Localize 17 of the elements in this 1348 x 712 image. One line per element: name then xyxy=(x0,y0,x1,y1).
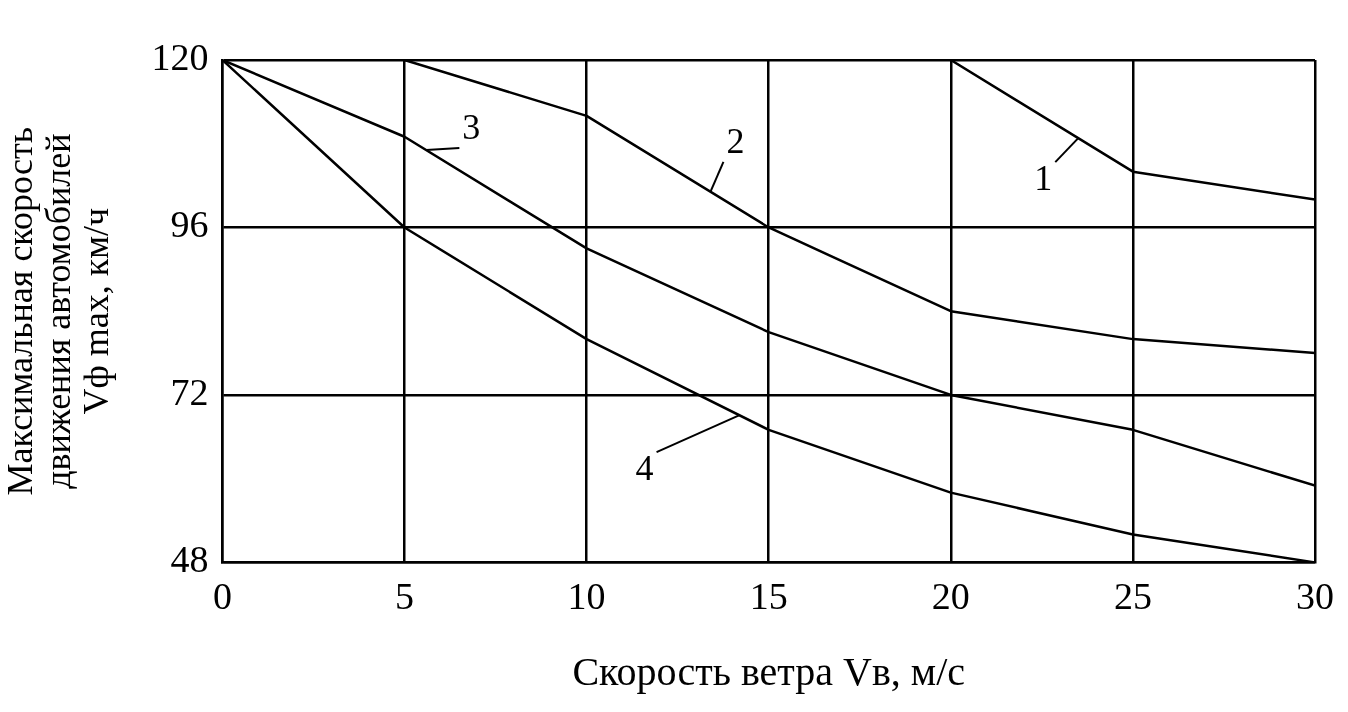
x-tick-label: 20 xyxy=(931,575,970,618)
x-tick-label: 30 xyxy=(1296,575,1334,618)
x-axis-title: Скорость ветра Vв, м/с xyxy=(572,648,966,694)
annotation: 1 xyxy=(1034,157,1053,198)
y-tick-label: 72 xyxy=(170,370,209,413)
y-tick-label: 96 xyxy=(170,203,209,246)
x-tick-label: 5 xyxy=(395,575,414,618)
x-tick-label: 0 xyxy=(212,575,232,618)
x-tick-label: 10 xyxy=(567,575,606,618)
y-tick-label: 48 xyxy=(170,538,209,581)
y-tick-label: 120 xyxy=(151,35,209,78)
annotation: 4 xyxy=(635,447,654,488)
x-tick-label: 15 xyxy=(749,575,788,618)
x-tick-label: 25 xyxy=(1113,575,1152,618)
y-axis-title: Максимальная скорость движения автомобилей Vф max, км/ч xyxy=(0,126,116,496)
annotation: 3 xyxy=(462,107,481,148)
annotation: 2 xyxy=(726,121,745,162)
